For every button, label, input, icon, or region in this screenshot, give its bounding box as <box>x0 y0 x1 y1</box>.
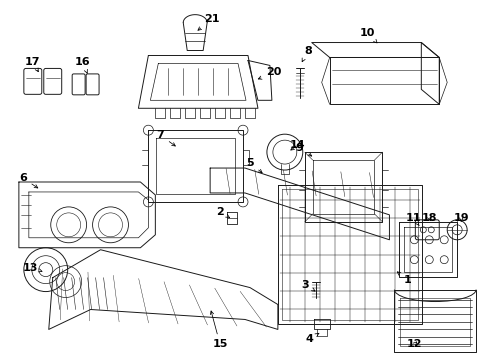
Text: 17: 17 <box>25 58 41 72</box>
Text: 20: 20 <box>258 67 281 79</box>
Text: 16: 16 <box>75 58 90 73</box>
Text: 14: 14 <box>289 140 305 150</box>
Text: 19: 19 <box>452 213 468 223</box>
Text: 6: 6 <box>19 173 38 188</box>
Text: 13: 13 <box>23 263 42 273</box>
Text: 5: 5 <box>245 158 262 173</box>
Text: 12: 12 <box>406 339 421 349</box>
Text: 11: 11 <box>405 213 420 226</box>
Text: 3: 3 <box>300 280 314 291</box>
Text: 9: 9 <box>295 143 311 156</box>
Text: 18: 18 <box>421 213 436 223</box>
Text: 1: 1 <box>396 272 410 285</box>
Text: 7: 7 <box>156 130 175 146</box>
Text: 2: 2 <box>216 207 229 217</box>
Text: 15: 15 <box>210 311 227 349</box>
Text: 21: 21 <box>198 14 220 30</box>
Text: 4: 4 <box>305 333 318 345</box>
Text: 10: 10 <box>359 28 376 43</box>
Text: 8: 8 <box>302 45 311 62</box>
